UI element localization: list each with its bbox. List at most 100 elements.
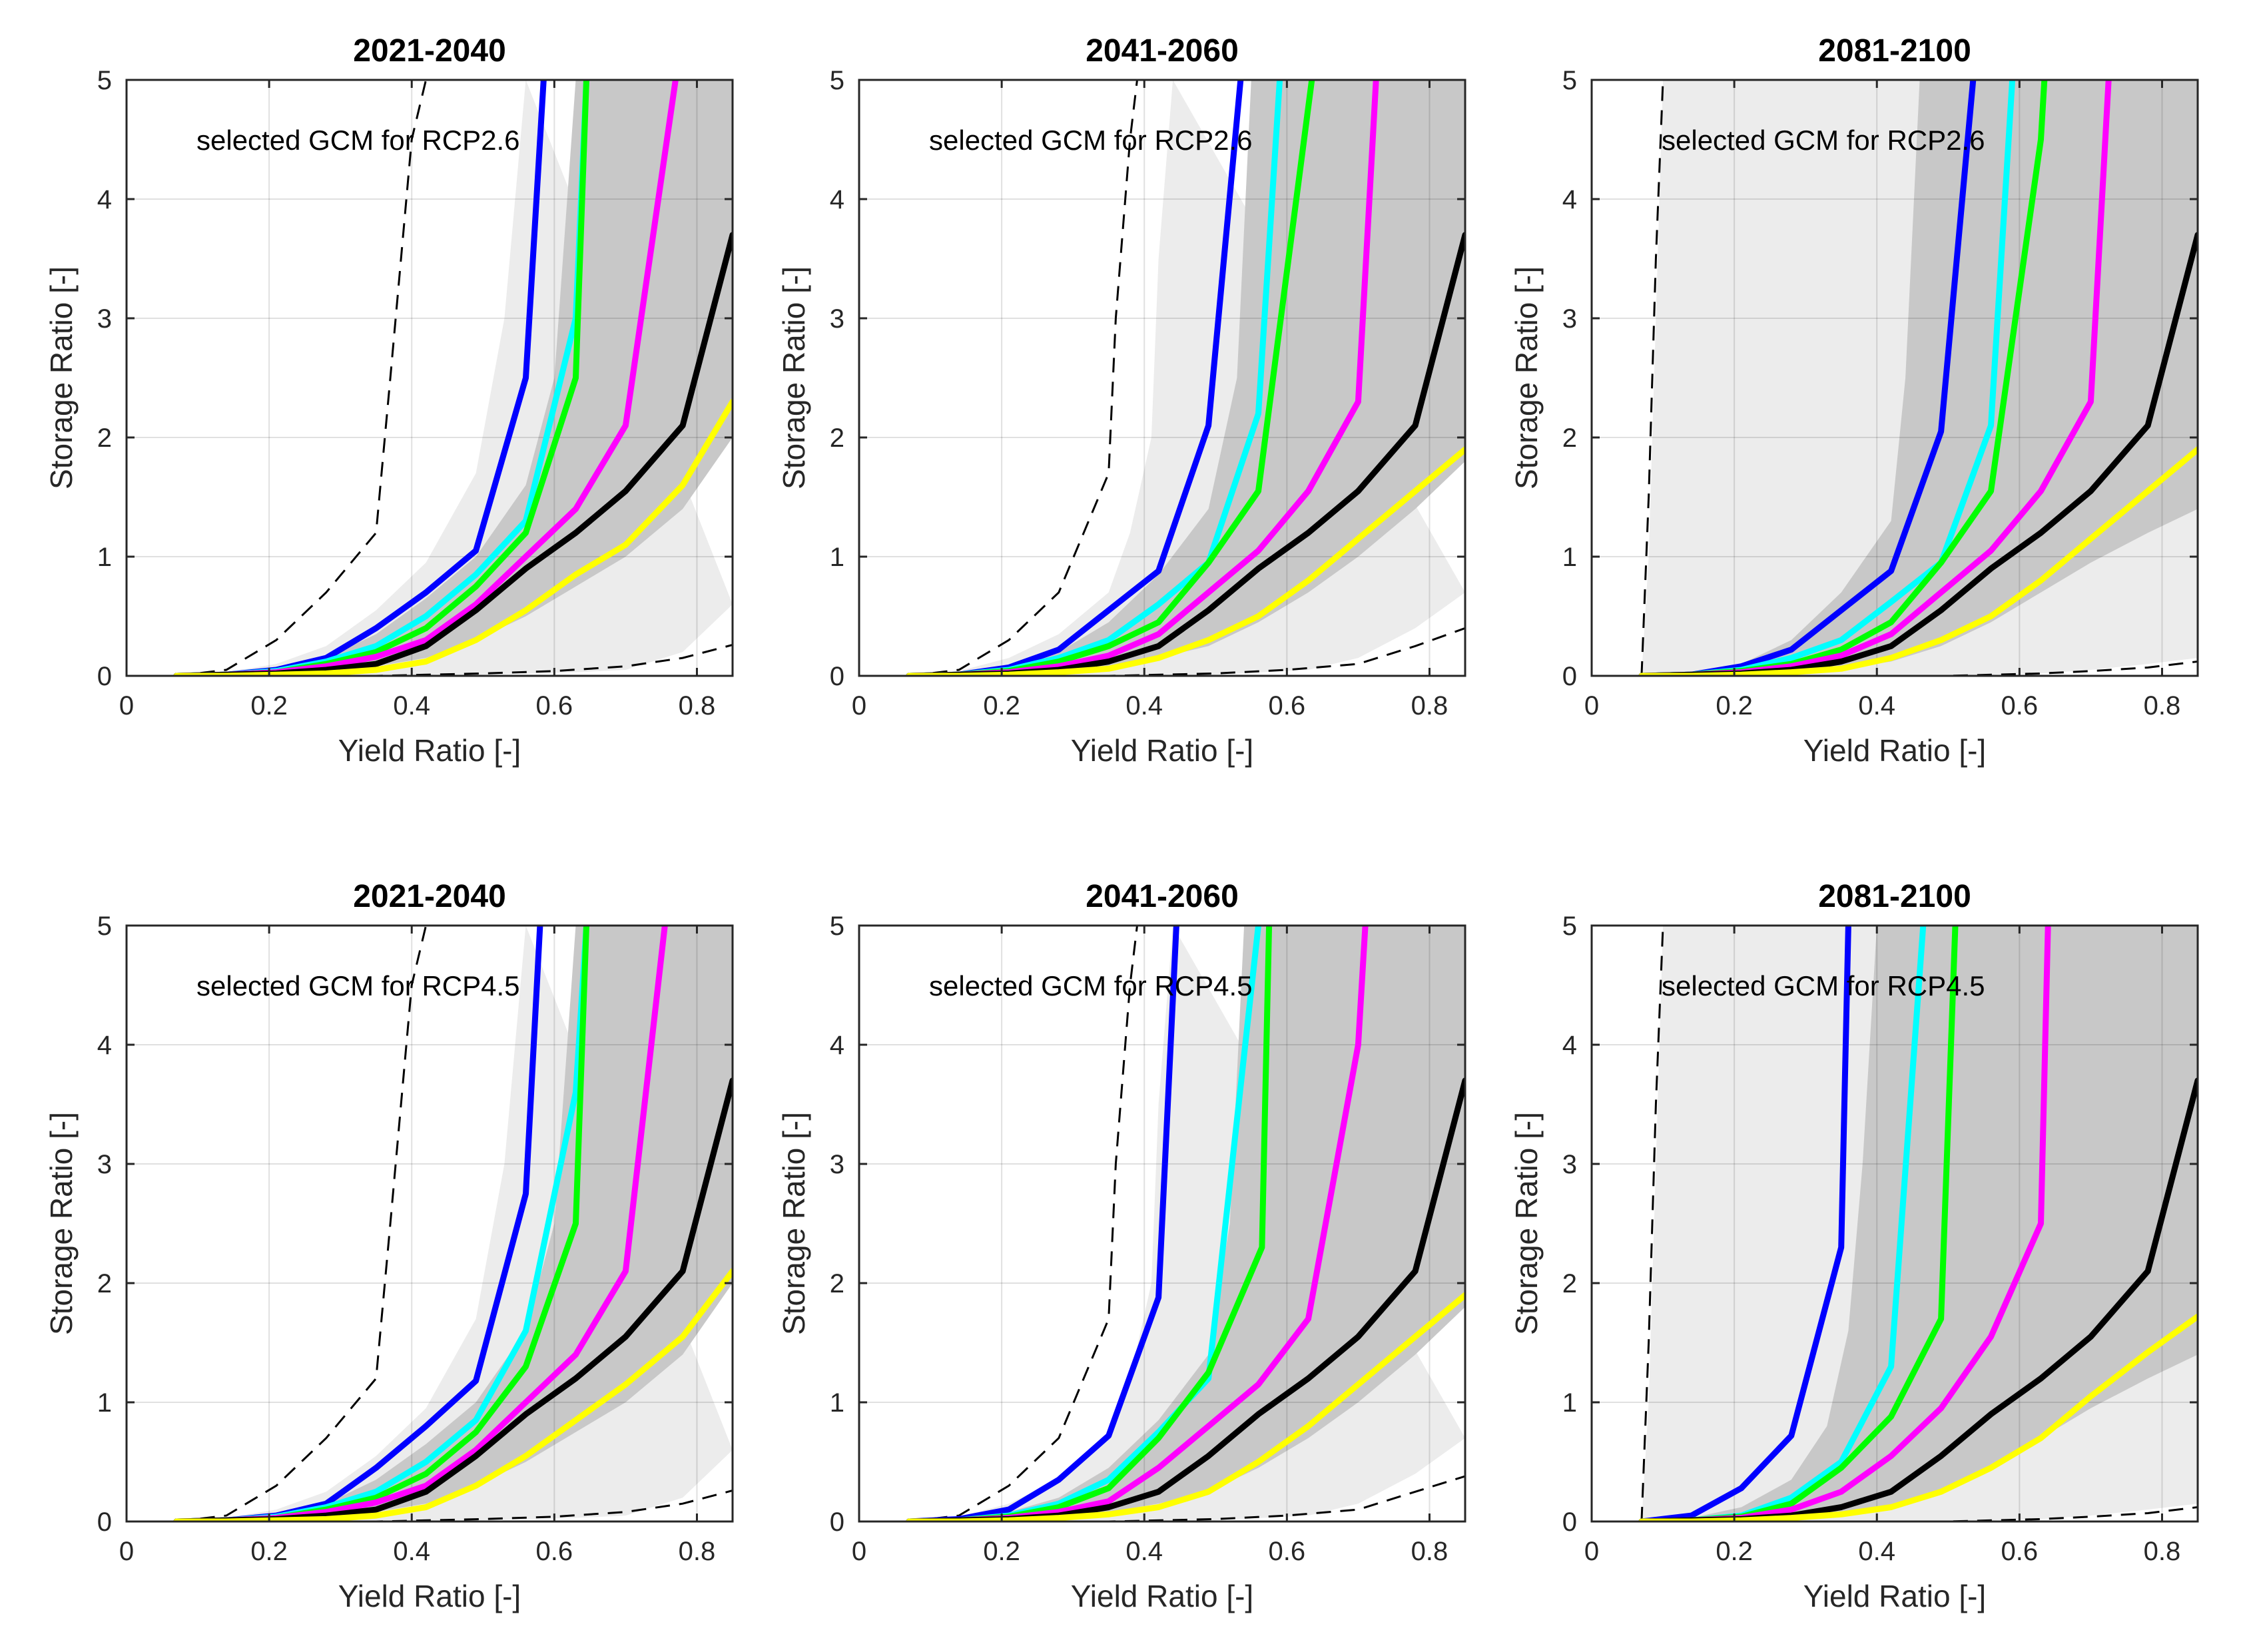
x-tick-label: 0 xyxy=(1584,691,1599,720)
x-tick-label: 0.8 xyxy=(2144,691,2181,720)
panel-title: 2081-2100 xyxy=(1818,879,1971,914)
dashed-curve-1 xyxy=(1640,926,1664,1521)
x-tick-label: 0.6 xyxy=(2001,1537,2039,1566)
annotation-text: selected GCM for RCP2.6 xyxy=(1662,125,1985,156)
y-tick-label: 4 xyxy=(830,1031,844,1060)
x-tick-label: 0 xyxy=(1584,1537,1599,1566)
y-tick-label: 5 xyxy=(1562,66,1577,95)
dashed-curve-2 xyxy=(1641,1506,2198,1521)
y-tick-label: 0 xyxy=(1562,1508,1577,1537)
dashed-curve-2 xyxy=(908,627,1465,676)
x-axis-label: Yield Ratio [-] xyxy=(1071,733,1253,768)
plot-content xyxy=(127,926,733,1521)
y-tick-label: 5 xyxy=(97,66,112,95)
plot-content xyxy=(127,80,733,676)
y-tick-label: 2 xyxy=(1562,1269,1577,1298)
y-tick-label: 4 xyxy=(1562,1031,1577,1060)
x-tick-label: 0.4 xyxy=(1125,691,1163,720)
axes-box xyxy=(125,79,734,677)
x-tick-label: 0 xyxy=(119,691,134,720)
band-2 xyxy=(908,926,1465,1521)
y-tick-label: 3 xyxy=(830,304,844,334)
panel-title: 2041-2060 xyxy=(1086,33,1239,69)
y-tick-label: 0 xyxy=(830,1508,844,1537)
panel-title: 2021-2040 xyxy=(353,33,506,69)
x-tick-label: 0.4 xyxy=(1858,1537,1895,1566)
y-tick-label: 2 xyxy=(97,1269,112,1298)
y-tick-label: 2 xyxy=(1562,423,1577,453)
x-tick-label: 0.6 xyxy=(536,1537,573,1566)
y-tick-label: 0 xyxy=(97,662,112,691)
axes-box xyxy=(1590,79,2199,677)
y-tick-label: 5 xyxy=(1562,912,1577,941)
annotation-text: selected GCM for RCP2.6 xyxy=(929,125,1253,156)
y-tick-label: 4 xyxy=(97,1031,112,1060)
band-2 xyxy=(176,926,733,1521)
dashed-curve-1 xyxy=(908,80,1138,676)
y-tick-label: 5 xyxy=(97,912,112,941)
x-tick-label: 0 xyxy=(119,1537,134,1566)
dashed-curve-2 xyxy=(176,1490,733,1521)
dashed-curve-2 xyxy=(908,1475,1465,1521)
y-tick-label: 0 xyxy=(1562,662,1577,691)
panel-title: 2041-2060 xyxy=(1086,879,1239,914)
x-tick-label: 0.6 xyxy=(2001,691,2039,720)
x-tick-label: 0.2 xyxy=(1716,1537,1753,1566)
y-tick-label: 2 xyxy=(830,423,844,453)
x-tick-label: 0.6 xyxy=(1269,691,1306,720)
panel-5: 0 0.2 0.4 0.6 0.8 0 1 2 3 4 5 2041-2060 Yield Ratio … xyxy=(777,879,1466,1613)
y-axis-label: Storage Ratio [-] xyxy=(44,1112,79,1335)
x-tick-label: 0.8 xyxy=(679,1537,716,1566)
panel-3: 0 0.2 0.4 0.6 0.8 0 1 2 3 4 5 2081-2100 Yield Ratio … xyxy=(1509,33,2199,768)
panel-6: 0 0.2 0.4 0.6 0.8 0 1 2 3 4 5 2081-2100 Yield Ratio … xyxy=(1509,879,2199,1613)
x-tick-label: 0.8 xyxy=(1411,1537,1448,1566)
x-tick-label: 0.6 xyxy=(1269,1537,1306,1566)
y-axis-label: Storage Ratio [-] xyxy=(777,266,811,489)
panel-2: 0 0.2 0.4 0.6 0.8 0 1 2 3 4 5 2041-2060 Yield Ratio … xyxy=(777,33,1466,768)
y-tick-label: 3 xyxy=(1562,304,1577,334)
y-tick-label: 1 xyxy=(830,1388,844,1418)
y-tick-label: 3 xyxy=(1562,1150,1577,1179)
y-tick-label: 0 xyxy=(97,1508,112,1537)
x-tick-label: 0.8 xyxy=(2144,1537,2181,1566)
y-tick-label: 4 xyxy=(830,185,844,214)
annotation-text: selected GCM for RCP2.6 xyxy=(196,125,520,156)
band-2 xyxy=(176,80,733,676)
y-axis-label: Storage Ratio [-] xyxy=(1509,266,1544,489)
x-tick-label: 0.2 xyxy=(250,1537,288,1566)
y-tick-label: 1 xyxy=(97,543,112,572)
y-axis-label: Storage Ratio [-] xyxy=(1509,1112,1544,1335)
x-tick-label: 0.8 xyxy=(1411,691,1448,720)
axes-box xyxy=(858,924,1466,1523)
panel-title: 2021-2040 xyxy=(353,879,506,914)
x-axis-label: Yield Ratio [-] xyxy=(338,1579,521,1613)
x-tick-label: 0.2 xyxy=(983,1537,1020,1566)
panel-title: 2081-2100 xyxy=(1818,33,1971,69)
y-tick-label: 5 xyxy=(830,912,844,941)
band-2 xyxy=(1641,80,2198,676)
annotation-text: selected GCM for RCP4.5 xyxy=(929,970,1253,1001)
y-tick-label: 1 xyxy=(97,1388,112,1418)
x-tick-label: 0.4 xyxy=(1125,1537,1163,1566)
band-2 xyxy=(1641,926,2198,1521)
y-tick-label: 3 xyxy=(97,1150,112,1179)
x-tick-label: 0.2 xyxy=(1716,691,1753,720)
annotation-text: selected GCM for RCP4.5 xyxy=(196,970,520,1001)
band-2 xyxy=(908,80,1465,676)
plot-content xyxy=(1592,80,2198,676)
x-axis-label: Yield Ratio [-] xyxy=(1071,1579,1253,1613)
y-tick-label: 1 xyxy=(1562,543,1577,572)
axes-box xyxy=(858,79,1466,677)
dashed-curve-2 xyxy=(176,644,733,676)
y-tick-label: 1 xyxy=(1562,1388,1577,1418)
y-tick-label: 4 xyxy=(97,185,112,214)
y-tick-label: 3 xyxy=(97,304,112,334)
plot-content xyxy=(859,926,1465,1521)
y-tick-label: 3 xyxy=(830,1150,844,1179)
x-tick-label: 0.6 xyxy=(536,691,573,720)
dashed-curve-1 xyxy=(1640,80,1664,676)
dashed-curve-1 xyxy=(176,80,428,676)
panel-4: 0 0.2 0.4 0.6 0.8 0 1 2 3 4 5 2021-2040 Yield Ratio … xyxy=(44,879,734,1613)
plot-content xyxy=(1592,926,2198,1521)
x-tick-label: 0.4 xyxy=(393,691,430,720)
